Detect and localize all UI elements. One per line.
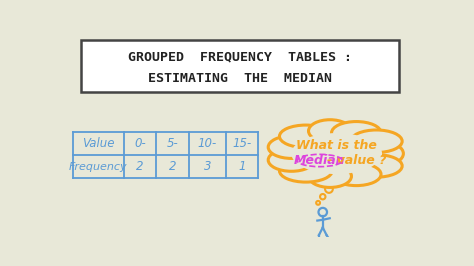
Ellipse shape (309, 165, 351, 188)
Ellipse shape (351, 130, 402, 152)
Text: 3: 3 (203, 160, 211, 173)
Text: ESTIMATING  THE  MEDIAN: ESTIMATING THE MEDIAN (148, 72, 332, 85)
Text: - value ?: - value ? (327, 154, 386, 167)
Circle shape (320, 194, 326, 200)
Ellipse shape (292, 133, 382, 174)
Text: Frequency: Frequency (69, 162, 128, 172)
Ellipse shape (280, 125, 332, 148)
Ellipse shape (331, 122, 381, 144)
Ellipse shape (268, 149, 315, 171)
Text: Median: Median (294, 154, 346, 167)
Text: 2: 2 (136, 160, 144, 173)
Circle shape (325, 185, 333, 193)
Ellipse shape (331, 163, 381, 186)
Ellipse shape (285, 129, 388, 178)
Text: 5-: 5- (166, 137, 178, 150)
Text: What is the: What is the (296, 139, 377, 152)
Circle shape (316, 201, 320, 205)
Ellipse shape (309, 120, 351, 142)
Text: Value: Value (82, 137, 115, 150)
Text: 0-: 0- (134, 137, 146, 150)
Ellipse shape (268, 136, 315, 159)
Ellipse shape (351, 155, 402, 177)
Ellipse shape (365, 142, 403, 165)
Text: 15-: 15- (233, 137, 252, 150)
Ellipse shape (280, 160, 332, 182)
Text: 10-: 10- (198, 137, 217, 150)
Text: 2: 2 (169, 160, 176, 173)
FancyBboxPatch shape (81, 40, 399, 92)
Text: GROUPED  FREQUENCY  TABLES :: GROUPED FREQUENCY TABLES : (128, 51, 352, 64)
Text: 1: 1 (238, 160, 246, 173)
